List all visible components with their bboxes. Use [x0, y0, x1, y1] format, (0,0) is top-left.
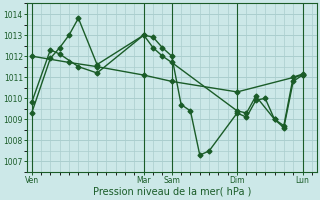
X-axis label: Pression niveau de la mer( hPa ): Pression niveau de la mer( hPa )	[92, 187, 251, 197]
